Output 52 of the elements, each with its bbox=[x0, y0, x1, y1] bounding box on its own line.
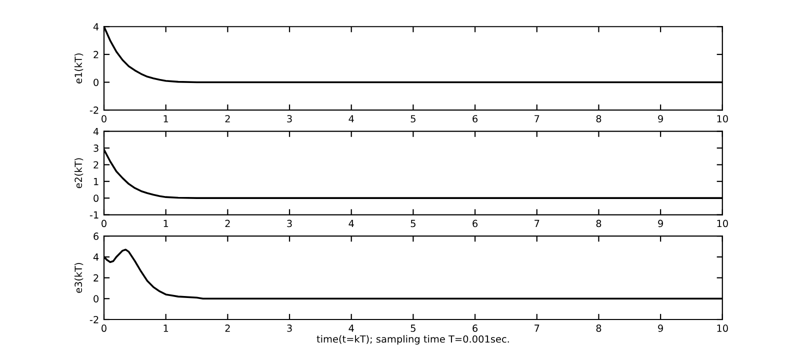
y-tick-label: 6 bbox=[94, 232, 99, 240]
x-tick-label: 0 bbox=[102, 220, 106, 228]
x-tick-label: 8 bbox=[596, 115, 602, 122]
x-tick-label: 6 bbox=[472, 115, 478, 122]
x-tick-label: 10 bbox=[717, 115, 728, 122]
y-tick-label: 2 bbox=[94, 274, 98, 282]
x-tick-label: 7 bbox=[534, 324, 540, 332]
y-tick-label: -2 bbox=[90, 106, 98, 114]
x-tick-label: 10 bbox=[717, 324, 728, 332]
x-tick-label: 1 bbox=[164, 220, 168, 228]
x-tick-label: 6 bbox=[472, 324, 478, 332]
x-tick-label: 5 bbox=[410, 220, 416, 228]
x-axis-title: time(t=kT); sampling time T=0.001sec. bbox=[316, 335, 509, 345]
y-tick-label: 2 bbox=[94, 50, 98, 58]
x-tick-label: 0 bbox=[102, 115, 106, 122]
x-tick-label: 9 bbox=[658, 115, 663, 122]
x-tick-label: 1 bbox=[164, 324, 168, 332]
x-tick-label: 2 bbox=[225, 115, 230, 122]
x-tick-label: 2 bbox=[225, 220, 230, 228]
y-axis-title: e1(kT) bbox=[74, 54, 84, 84]
x-tick-label: 0 bbox=[102, 324, 106, 332]
x-tick-label: 6 bbox=[472, 220, 478, 228]
x-tick-label: 9 bbox=[658, 324, 663, 332]
y-tick-label: 2 bbox=[94, 161, 98, 168]
x-tick-label: 4 bbox=[348, 220, 354, 228]
x-tick-label: 4 bbox=[348, 324, 354, 332]
y-tick-label: -2 bbox=[90, 316, 98, 324]
y-tick-label: -1 bbox=[90, 211, 98, 218]
y-tick-label: 0 bbox=[94, 194, 98, 202]
x-tick-label: 1 bbox=[164, 115, 168, 122]
y-axis-title: e2(kT) bbox=[74, 158, 84, 188]
x-tick-label: 8 bbox=[596, 220, 602, 228]
x-tick-label: 5 bbox=[410, 115, 416, 122]
x-tick-label: 8 bbox=[596, 324, 602, 332]
y-axis-title: e3(kT) bbox=[74, 262, 84, 293]
y-tick-label: 4 bbox=[93, 254, 99, 261]
x-tick-label: 10 bbox=[717, 220, 728, 228]
x-tick-label: 4 bbox=[348, 115, 354, 122]
x-tick-label: 3 bbox=[287, 324, 292, 332]
x-tick-label: 9 bbox=[658, 220, 663, 228]
y-tick-label: 0 bbox=[94, 295, 98, 302]
x-tick-label: 7 bbox=[534, 115, 540, 122]
x-tick-label: 2 bbox=[225, 324, 230, 332]
x-tick-label: 7 bbox=[534, 220, 540, 228]
x-tick-label: 3 bbox=[287, 220, 292, 228]
y-tick-label: 0 bbox=[94, 78, 98, 86]
x-tick-label: 3 bbox=[287, 115, 292, 122]
x-tick-label: 5 bbox=[410, 324, 416, 332]
y-tick-label: 4 bbox=[93, 128, 99, 136]
y-tick-label: 4 bbox=[93, 23, 99, 30]
y-tick-label: 3 bbox=[94, 144, 98, 152]
y-tick-label: 1 bbox=[94, 178, 98, 186]
